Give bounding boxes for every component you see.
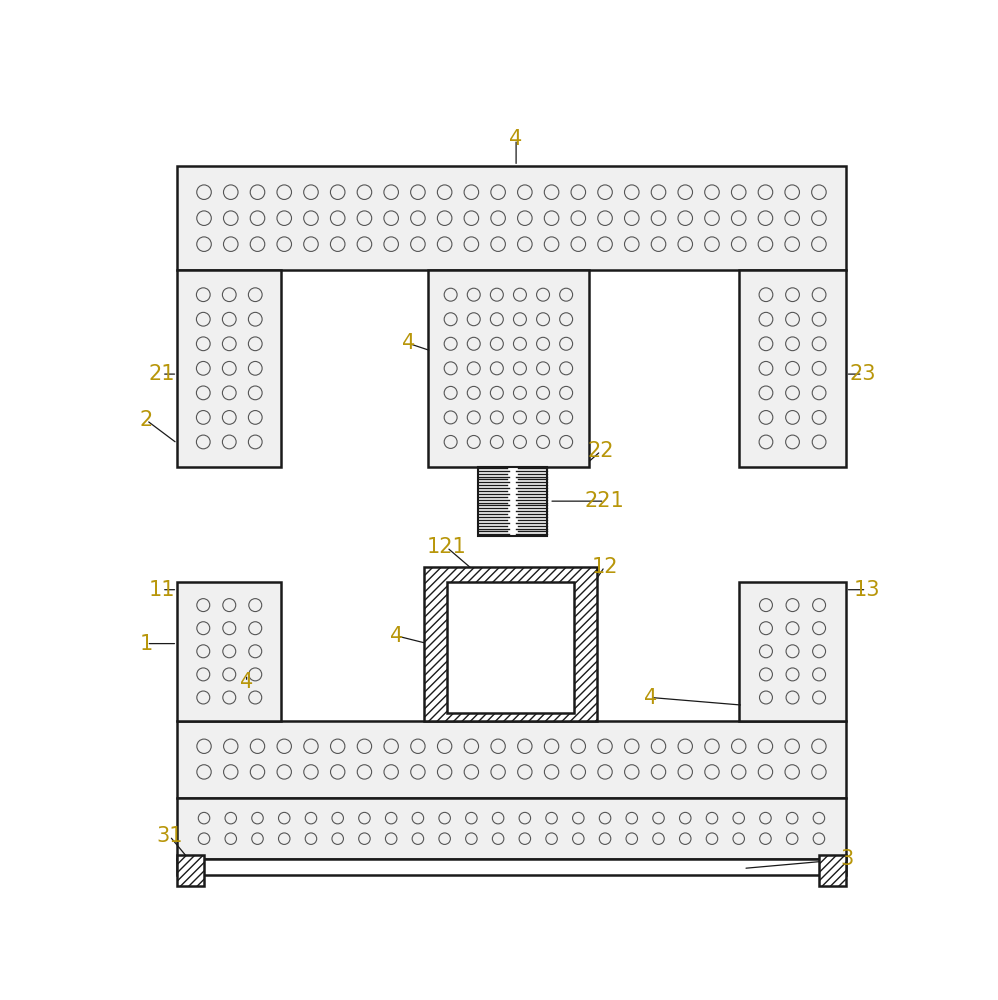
Text: 2: 2 [140, 410, 153, 430]
Text: 1: 1 [140, 634, 153, 654]
Bar [178, 166, 845, 270]
Bar [818, 855, 845, 886]
Bar [478, 466, 547, 536]
Text: 4: 4 [240, 672, 253, 692]
Text: 4: 4 [509, 129, 523, 149]
Text: 21: 21 [149, 364, 175, 384]
Bar [178, 798, 845, 859]
Bar [447, 582, 574, 713]
Text: 121: 121 [427, 537, 467, 557]
Text: 4: 4 [390, 626, 403, 646]
Bar [178, 270, 281, 466]
Text: 3: 3 [840, 849, 854, 869]
Bar [740, 270, 845, 466]
Bar [178, 582, 281, 721]
Bar [424, 567, 597, 721]
Bar [178, 859, 845, 875]
Text: 13: 13 [853, 580, 879, 600]
Text: 4: 4 [401, 333, 415, 353]
Text: 12: 12 [592, 557, 618, 577]
Text: 23: 23 [849, 364, 876, 384]
Text: 22: 22 [588, 441, 614, 461]
Bar [178, 721, 845, 798]
Text: 11: 11 [149, 580, 175, 600]
Bar [178, 855, 205, 886]
Text: 31: 31 [157, 826, 183, 846]
Text: 4: 4 [645, 688, 658, 708]
Bar [427, 270, 589, 466]
Text: 221: 221 [585, 491, 625, 511]
Bar [740, 582, 845, 721]
